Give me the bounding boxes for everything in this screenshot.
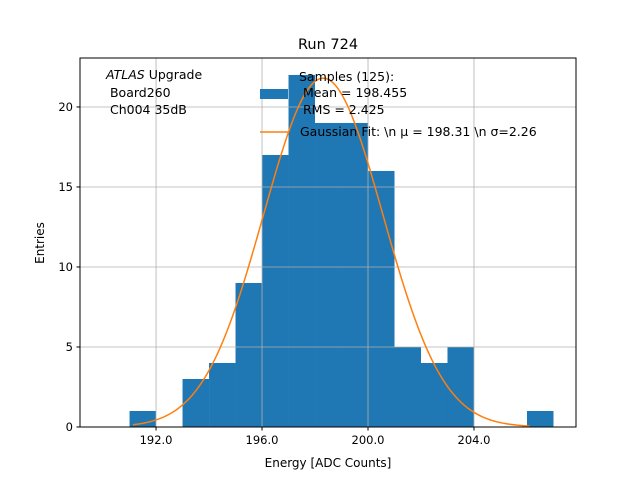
legend-fit-label: Gaussian Fit: \n μ = 198.31 \n σ=2.26 xyxy=(300,124,537,139)
x-ticks: 192.0 196.0 200.0 204.0 xyxy=(140,427,491,447)
histogram-bar xyxy=(394,346,421,427)
legend-samples-line-2: Mean = 198.455 xyxy=(299,85,407,100)
y-tick-label: 10 xyxy=(58,260,73,274)
annotation: ATLAS Upgrade Board260 Ch004 35dB xyxy=(105,67,202,117)
histogram-bar xyxy=(209,362,236,427)
annotation-line-3: Ch004 35dB xyxy=(106,102,187,117)
x-tick-label: 192.0 xyxy=(140,433,173,447)
grid xyxy=(80,58,576,428)
y-tick-label: 0 xyxy=(66,420,73,434)
x-axis-label: Energy [ADC Counts] xyxy=(265,456,392,470)
y-tick-label: 15 xyxy=(58,180,73,194)
histogram-bar xyxy=(526,410,554,427)
x-tick-label: 196.0 xyxy=(246,433,279,447)
histogram-bar xyxy=(315,122,342,427)
legend-samples-line-3: RMS = 2.425 xyxy=(299,102,385,117)
x-tick-label: 200.0 xyxy=(352,433,385,447)
gaussian-fit-curve xyxy=(132,77,530,427)
legend-samples-line-1: Samples (125): xyxy=(299,69,394,84)
bars xyxy=(129,74,554,428)
chart-title: Run 724 xyxy=(298,37,358,53)
annotation-line-2: Board260 xyxy=(106,85,171,100)
histogram-bar xyxy=(262,154,289,427)
histogram-bar xyxy=(235,282,263,427)
annotation-line-1: ATLAS Upgrade xyxy=(105,67,202,82)
y-ticks: 0 5 10 15 20 xyxy=(58,100,80,434)
legend-swatch-samples xyxy=(260,89,288,99)
histogram-bar xyxy=(447,346,474,427)
histogram-bar xyxy=(421,362,448,427)
y-tick-label: 5 xyxy=(66,340,73,354)
atlas-label: ATLAS xyxy=(105,67,145,82)
y-tick-label: 20 xyxy=(58,100,73,114)
histogram-bar xyxy=(341,122,369,427)
y-axis-label: Entries xyxy=(33,222,47,264)
legend: Samples (125): Mean = 198.455 RMS = 2.42… xyxy=(260,69,537,139)
histogram-bar xyxy=(182,378,210,427)
upgrade-label: Upgrade xyxy=(145,67,203,82)
histogram-bar xyxy=(288,74,316,427)
histogram-bar xyxy=(368,170,395,428)
histogram-bar xyxy=(129,410,157,427)
x-tick-label: 204.0 xyxy=(458,433,491,447)
axes-frame xyxy=(79,57,577,428)
